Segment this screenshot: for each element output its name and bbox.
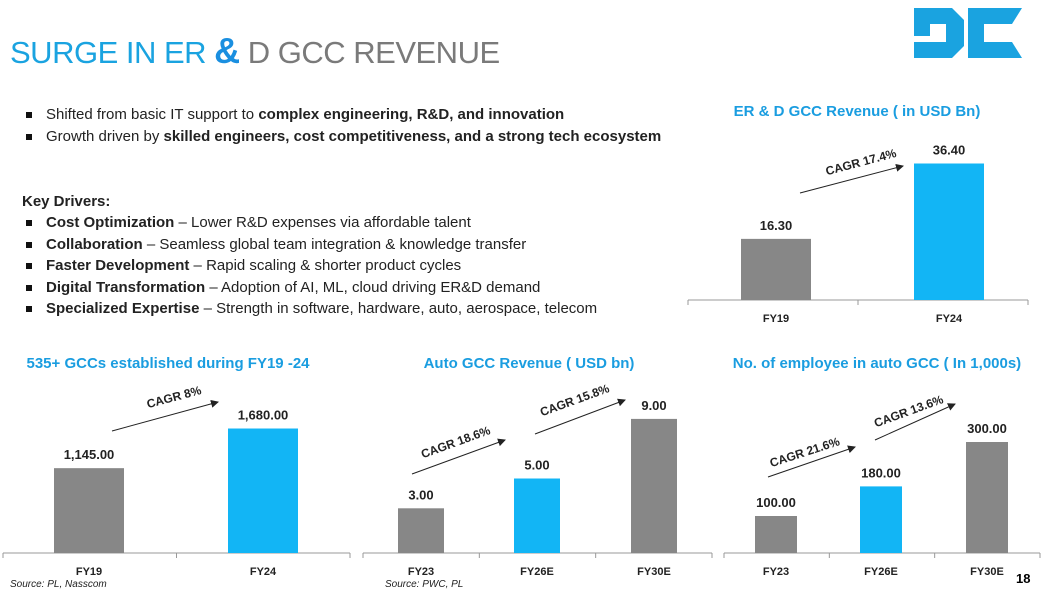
driver-desc: – Adoption of AI, ML, cloud driving ER&D… (205, 278, 541, 296)
chart-title: 535+ GCCs established during FY19 -24 (26, 355, 310, 372)
data-label: 5.00 (524, 458, 549, 473)
bullet: Growth driven by skilled engineers, cost… (26, 126, 664, 148)
bar-fy24 (228, 428, 298, 553)
category-label: FY26E (864, 566, 898, 578)
data-label: 36.40 (933, 143, 966, 158)
category-label: FY19 (763, 313, 789, 325)
cagr-arrow (874, 403, 956, 441)
driver-name: Cost Optimization (46, 214, 175, 231)
category-label: FY24 (936, 313, 963, 325)
key-drivers-list: Cost Optimization – Lower R&D expenses v… (26, 212, 597, 320)
driver-item: Specialized Expertise – Strength in soft… (26, 298, 597, 320)
slide-title: SURGE IN ER & D GCC REVENUE (10, 30, 500, 72)
data-label: 9.00 (641, 398, 666, 413)
data-label: 16.30 (760, 218, 793, 233)
data-label: 1,145.00 (64, 447, 115, 462)
bullet-bold: skilled engineers, cost competitiveness,… (163, 127, 662, 145)
title-part2: D GCC REVENUE (239, 35, 500, 70)
driver-desc: – Rapid scaling & shorter product cycles (189, 257, 462, 274)
category-label: FY30E (970, 566, 1004, 578)
intro-bullets: Shifted from basic IT support to complex… (26, 104, 664, 147)
cagr-arrow (767, 445, 856, 478)
cagr-arrow (799, 163, 904, 194)
category-label: FY23 (763, 566, 789, 578)
bar-fy30e (966, 442, 1008, 553)
chart-title: No. of employee in auto GCC ( In 1,000s) (733, 355, 1021, 372)
bar-fy23 (755, 516, 797, 553)
bar-fy24 (914, 163, 984, 300)
page-number: 18 (1016, 571, 1031, 586)
title-ampersand: & (214, 30, 240, 71)
source-note: Source: PWC, PL (385, 579, 464, 590)
data-label: 300.00 (967, 421, 1007, 436)
category-label: FY26E (520, 566, 554, 578)
driver-item: Digital Transformation – Adoption of AI,… (26, 277, 597, 299)
bar-fy19 (54, 468, 124, 553)
driver-name: Collaboration (46, 235, 143, 253)
category-label: FY24 (250, 566, 277, 578)
driver-item: Faster Development – Rapid scaling & sho… (26, 255, 597, 277)
driver-name: Faster Development (46, 257, 190, 274)
bullet-text: Growth driven by (46, 127, 164, 145)
driver-item: Collaboration – Seamless global team int… (26, 234, 597, 256)
data-label: 100.00 (756, 495, 796, 510)
bar-fy26e (860, 486, 902, 553)
driver-name: Specialized Expertise (46, 300, 200, 317)
title-part1: SURGE IN ER (10, 35, 215, 70)
cagr-arrow (534, 398, 626, 435)
cagr-label: CAGR 15.8% (538, 381, 611, 419)
cagr-label: CAGR 17.4% (824, 146, 898, 178)
driver-item: Cost Optimization – Lower R&D expenses v… (26, 212, 597, 234)
driver-name: Digital Transformation (46, 278, 206, 296)
driver-desc: – Strength in software, hardware, auto, … (199, 300, 598, 317)
cagr-label: CAGR 8% (145, 383, 203, 411)
dc-logo (914, 8, 1022, 58)
bullet: Shifted from basic IT support to complex… (26, 104, 664, 126)
cagr-arrow (411, 438, 506, 475)
bullet-bold: complex engineering, R&D, and innovation (258, 106, 565, 123)
data-label: 1,680.00 (238, 408, 289, 423)
chart-title: ER & D GCC Revenue ( in USD Bn) (734, 103, 981, 120)
category-label: FY23 (408, 566, 434, 578)
data-label: 3.00 (408, 487, 433, 502)
chart-title: Auto GCC Revenue ( USD bn) (424, 355, 635, 372)
driver-desc: – Lower R&D expenses via affordable tale… (174, 214, 471, 231)
data-label: 180.00 (861, 465, 901, 480)
bar-fy26e (514, 478, 560, 553)
key-drivers-heading: Key Drivers: (22, 193, 111, 210)
category-label: FY19 (76, 566, 102, 578)
driver-desc: – Seamless global team integration & kno… (142, 235, 527, 253)
bar-fy30e (631, 418, 677, 553)
source-note: Source: PL, Nasscom (10, 579, 107, 590)
bullet-text: Shifted from basic IT support to (46, 106, 259, 123)
bar-fy23 (398, 508, 444, 553)
cagr-arrow (111, 399, 219, 432)
bar-fy19 (741, 238, 811, 300)
cagr-label: CAGR 18.6% (419, 423, 492, 461)
category-label: FY30E (637, 566, 671, 578)
